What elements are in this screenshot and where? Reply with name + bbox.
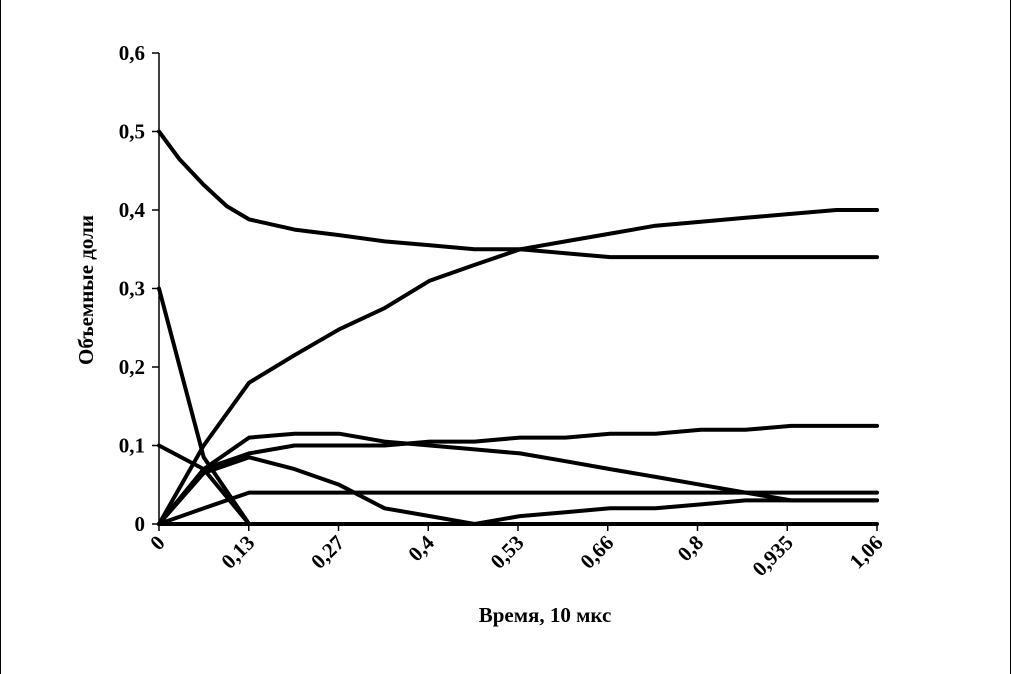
series-line-6 [157,443,252,526]
x-tick-label: 0,66 [575,531,618,574]
x-axis-label: Время, 10 мкс [479,603,612,627]
x-tick-label: 0,4 [403,530,439,566]
x-tick-label: 0,8 [673,531,709,567]
x-tick-label: 0,13 [216,531,259,574]
x-tick-label: 0,935 [747,531,797,581]
x-tick-label: 0,27 [306,531,349,574]
y-tick-label: 0,5 [119,120,145,144]
y-tick-label: 0,3 [119,277,145,301]
y-tick-label: 0,1 [119,434,145,458]
x-tick-label: 0,53 [486,531,529,574]
y-axis-label: Объемные доли [74,215,98,365]
series-line-3 [157,286,252,526]
series-line-4 [157,431,879,526]
series-line-8 [157,490,879,526]
series-layer [157,129,879,526]
series-line-1 [157,129,879,260]
series-line-2 [157,208,879,526]
x-tick-label: 0 [145,531,169,555]
y-tick-label: 0 [135,512,146,536]
y-tick-label: 0,2 [119,355,145,379]
series-line-5 [157,423,879,526]
y-tick-label: 0,4 [119,198,146,222]
y-tick-label: 0,6 [119,41,145,65]
x-tick-label: 1,06 [845,531,888,574]
series-line-7 [157,455,879,526]
